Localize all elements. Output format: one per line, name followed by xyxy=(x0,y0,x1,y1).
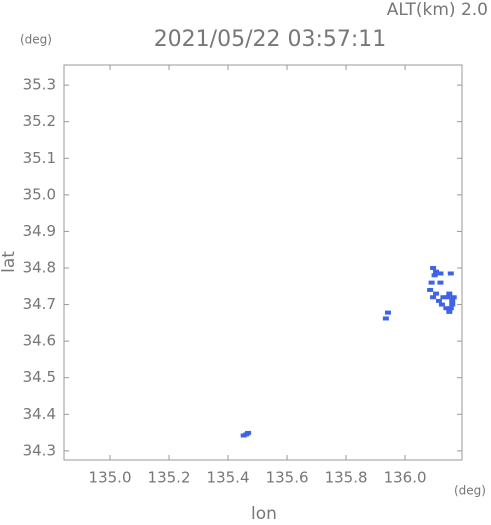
echo-point xyxy=(384,310,391,315)
y-tick-label: 34.6 xyxy=(23,332,56,350)
y-axis-label: lat xyxy=(0,251,19,273)
echo-point xyxy=(446,291,453,296)
y-tick-label: 34.4 xyxy=(23,405,56,423)
echo-point xyxy=(430,295,437,300)
y-tick-label: 35.0 xyxy=(23,185,56,203)
echo-point xyxy=(433,269,440,274)
y-tick-label: 35.1 xyxy=(23,149,56,167)
y-tick-label: 34.7 xyxy=(23,295,56,313)
echo-point xyxy=(444,295,451,300)
echo-point xyxy=(447,306,454,311)
x-unit: (deg) xyxy=(454,484,486,498)
echo-point xyxy=(433,291,440,296)
x-tick-label: 135.2 xyxy=(148,469,191,487)
x-tick-label: 135.6 xyxy=(266,469,309,487)
y-tick-label: 35.2 xyxy=(23,112,56,130)
y-unit: (deg) xyxy=(20,33,52,47)
echo-point xyxy=(245,430,252,435)
x-tick-label: 136.0 xyxy=(384,469,427,487)
echo-point xyxy=(449,298,456,303)
plot-frame xyxy=(63,64,463,461)
x-tick-label: 135.0 xyxy=(89,469,132,487)
annotation: ALT(km) 2.0 xyxy=(387,0,488,20)
x-axis-label: lon xyxy=(251,504,277,521)
echo-point xyxy=(438,302,445,307)
y-tick-label: 34.8 xyxy=(23,258,56,276)
echo-point xyxy=(437,280,444,285)
echo-point xyxy=(450,295,457,300)
echo-point xyxy=(382,316,389,321)
chart-title: 2021/05/22 03:57:11 xyxy=(154,27,387,52)
echo-point xyxy=(443,306,450,311)
y-tick-label: 34.9 xyxy=(23,222,56,240)
echo-point xyxy=(449,302,456,307)
echo-point xyxy=(428,280,435,285)
echo-point xyxy=(446,309,453,314)
echo-point xyxy=(447,271,454,276)
echo-point xyxy=(435,298,442,303)
y-tick-label: 34.5 xyxy=(23,368,56,386)
y-tick-label: 35.3 xyxy=(23,76,56,94)
y-tick-label: 34.3 xyxy=(23,441,56,459)
echo-point xyxy=(430,265,437,270)
echo-point xyxy=(437,271,444,276)
echo-point xyxy=(427,287,434,292)
echo-point xyxy=(440,295,447,300)
x-tick-label: 135.4 xyxy=(207,469,250,487)
x-tick-label: 135.8 xyxy=(325,469,368,487)
